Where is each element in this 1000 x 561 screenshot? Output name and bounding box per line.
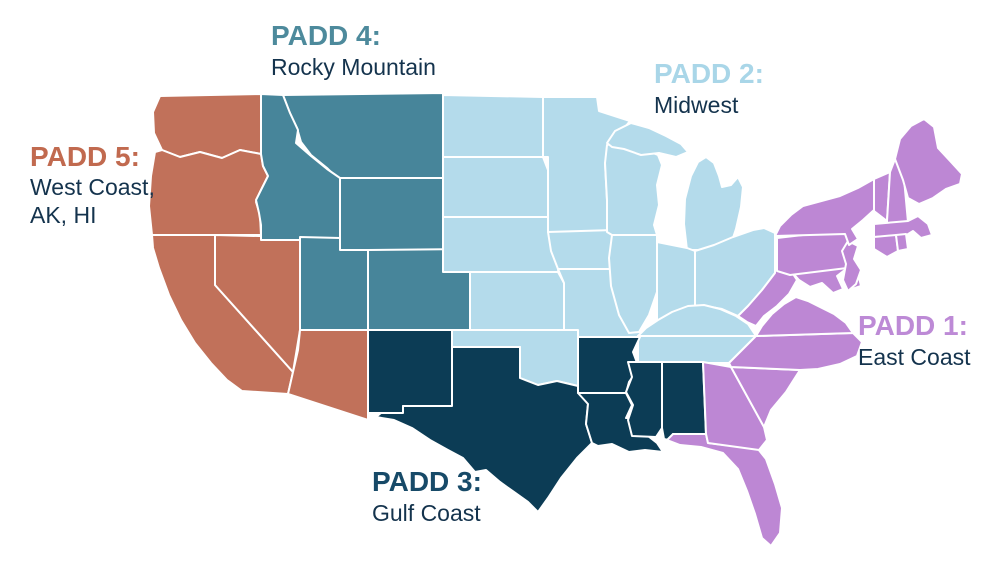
state-michigan-upper-peninsula [606, 122, 689, 158]
state-michigan [683, 156, 744, 251]
padd5-sublabel-line2: AK, HI [30, 202, 97, 228]
padd5-sublabel-line1: West Coast, [30, 174, 155, 200]
state-wisconsin [604, 140, 663, 236]
state-alabama [661, 361, 707, 442]
state-north-dakota [442, 94, 544, 158]
state-florida [666, 433, 783, 547]
state-wyoming [339, 177, 444, 251]
state-kentucky [637, 304, 757, 337]
padd3-label: PADD 3: [372, 466, 482, 497]
padd3-sublabel: Gulf Coast [372, 500, 481, 526]
padd4-sublabel: Rocky Mountain [271, 54, 436, 80]
state-new-york [774, 178, 875, 246]
state-texas [375, 346, 593, 513]
state-new-jersey [841, 240, 862, 292]
padd5-label: PADD 5: [30, 141, 140, 172]
state-virginia [755, 296, 854, 337]
state-maine [894, 118, 963, 205]
state-new-mexico [367, 329, 453, 414]
state-oregon [148, 149, 269, 236]
state-arizona [287, 329, 369, 421]
state-utah [299, 236, 369, 331]
padd1-label: PADD 1: [858, 310, 968, 341]
state-north-carolina [728, 332, 863, 371]
state-rhode-island [895, 233, 909, 252]
state-connecticut [873, 234, 899, 258]
state-nebraska [442, 216, 562, 273]
padd4-label: PADD 4: [271, 20, 381, 51]
state-kansas [469, 271, 565, 331]
padd2-sublabel: Midwest [654, 92, 739, 118]
state-south-dakota [442, 156, 549, 218]
padd1-sublabel: East Coast [858, 344, 971, 370]
padd2-label: PADD 2: [654, 58, 764, 89]
state-mississippi [625, 361, 663, 438]
state-washington [152, 93, 262, 159]
